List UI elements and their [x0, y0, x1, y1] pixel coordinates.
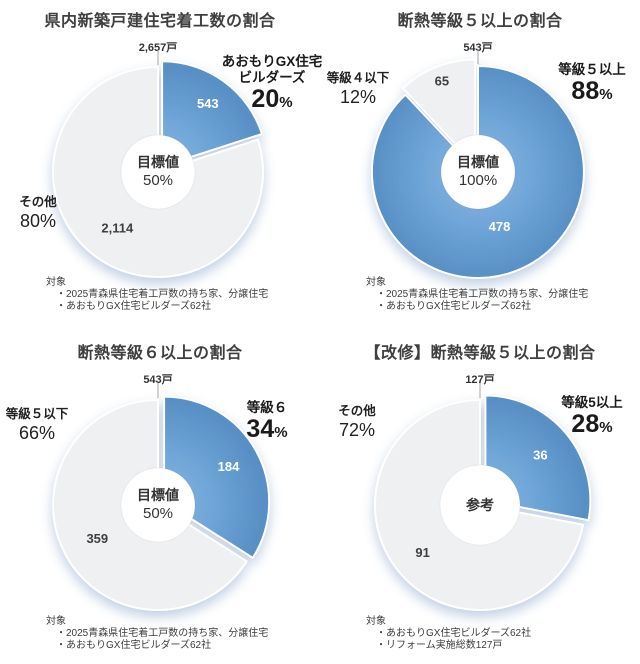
- footnote-items: ・あおもりGX住宅ビルダーズ62社 ・リフォーム実施総数127戸: [366, 628, 531, 652]
- chart-title: 県内新築戸建住宅着工数の割合: [44, 13, 276, 30]
- total-count-label: 127戸: [465, 374, 495, 386]
- footnote-item: ・2025青森県住宅着工戸数の持ち家、分譲住宅: [56, 289, 269, 300]
- slice-value-label: 91: [415, 545, 429, 560]
- slice-value-label: 2,114: [101, 221, 134, 236]
- callout-right: 等級６ 34%: [246, 400, 287, 444]
- chart-title: 【改修】断熱等級５以上の割合: [364, 345, 596, 362]
- footnote-items: ・2025青森県住宅着工戸数の持ち家、分譲住宅 ・あおもりGX住宅ビルダーズ62社: [366, 289, 588, 313]
- footnote: 対象 ・あおもりGX住宅ビルダーズ62社 ・リフォーム実施総数127戸: [366, 616, 531, 652]
- footnote-heading: 対象: [366, 277, 386, 288]
- callout-percent: 20%: [251, 85, 293, 114]
- callout-left: 等級４以下 12%: [327, 70, 390, 110]
- callout-percent-unit: %: [279, 94, 293, 112]
- footnote-heading: 対象: [46, 616, 66, 627]
- donut-chart: 478 65: [370, 49, 585, 279]
- callout-percent-unit: %: [274, 424, 288, 442]
- footnote-item: ・2025青森県住宅着工戸数の持ち家、分譲住宅: [56, 628, 269, 639]
- callout-series-name: ビルダーズ: [238, 70, 306, 86]
- callout-right: 等級５以上 88%: [558, 62, 626, 106]
- chart-title: 断熱等級６以上の割合: [77, 345, 243, 362]
- chart-quadrant-grade6-plus: 断熱等級６以上の割合 543戸 184 359 目標値 50% 等級６ 34% 等級５以下 66%…: [0, 332, 320, 664]
- callout-series-name: あおもりGX住宅: [221, 54, 323, 69]
- footnote-items: ・2025青森県住宅着工戸数の持ち家、分譲住宅 ・あおもりGX住宅ビルダーズ62社: [46, 628, 268, 652]
- callout-percent-unit: %: [599, 86, 613, 104]
- callout-percent: 28%: [571, 410, 613, 439]
- center-label-line: 目標値: [137, 154, 179, 171]
- chart-quadrant-renovation: 【改修】断熱等級５以上の割合 127戸 36 91 参考 等級5以上 28% その他 72% 対象…: [320, 332, 640, 664]
- callout-percent: 66%: [18, 423, 56, 444]
- center-label-line: 目標値: [137, 487, 179, 504]
- center-label-line: 目標値: [457, 154, 499, 171]
- chart-title: 断熱等級５以上の割合: [397, 13, 563, 30]
- chart-quadrant-grade5-plus: 断熱等級５以上の割合 543戸 478 65 目標値 100% 等級５以上 88% 等級４以下 1…: [320, 0, 640, 332]
- donut-hole: [120, 134, 196, 210]
- donut-chart: 184 359: [52, 383, 271, 611]
- slice-value-label: 36: [533, 448, 547, 463]
- footnote-item: ・あおもりGX住宅ビルダーズ62社: [56, 301, 212, 312]
- footnote-heading: 対象: [366, 616, 386, 627]
- callout-left: その他 72%: [338, 403, 376, 443]
- chart-quadrant-new-construction: 県内新築戸建住宅着工数の割合 2,657戸 543 2,114 目標値 50% あおもりGX…: [0, 0, 323, 332]
- donut-hole: [440, 134, 516, 210]
- footnote-items: ・2025青森県住宅着工戸数の持ち家、分譲住宅 ・あおもりGX住宅ビルダーズ62社: [46, 289, 268, 313]
- slice-value-label: 65: [435, 73, 449, 88]
- footnote-heading: 対象: [46, 277, 66, 288]
- footnote: 対象 ・2025青森県住宅着工戸数の持ち家、分譲住宅 ・あおもりGX住宅ビルダーズ6…: [46, 616, 268, 652]
- footnote-item: ・あおもりGX住宅ビルダーズ62社: [376, 301, 532, 312]
- center-label-line: 参考: [466, 496, 494, 513]
- callout-series-name: その他: [338, 404, 376, 418]
- callout-series-name: 等級５以上: [558, 62, 626, 77]
- footnote-item: ・あおもりGX住宅ビルダーズ62社: [376, 628, 532, 639]
- slice-value-label: 184: [218, 459, 240, 474]
- donut-hole: [439, 464, 521, 546]
- callout-series-name: 等級６: [246, 400, 288, 415]
- footnote-item: ・2025青森県住宅着工戸数の持ち家、分譲住宅: [376, 289, 589, 300]
- callout-series-name: 等級５以下: [5, 407, 69, 421]
- callout-right: あおもりGX住宅 ビルダーズ 20%: [222, 54, 323, 114]
- donut-center-label: 目標値 50%: [103, 153, 213, 191]
- callout-percent: 12%: [339, 87, 377, 108]
- callout-series-name: 等級5以上: [561, 395, 623, 410]
- pie-slice-gray: [401, 58, 477, 167]
- callout-percent: 72%: [338, 420, 376, 441]
- callout-left: その他 80%: [19, 194, 57, 234]
- total-count-label: 2,657戸: [138, 42, 178, 54]
- total-count-label: 543戸: [143, 374, 173, 386]
- callout-percent: 34%: [246, 415, 288, 444]
- callout-series-name: 等級４以下: [326, 71, 390, 85]
- pie-slice-blue: [161, 60, 263, 168]
- footnote: 対象 ・2025青森県住宅着工戸数の持ち家、分譲住宅 ・あおもりGX住宅ビルダーズ6…: [46, 277, 268, 313]
- callout-percent-unit: %: [599, 419, 613, 437]
- donut-center-label: 参考: [425, 496, 535, 514]
- center-label-line: 100%: [458, 172, 498, 190]
- callout-series-name: その他: [19, 195, 57, 209]
- donut-chart: 543 2,114: [52, 50, 265, 278]
- slice-value-label: 543: [197, 96, 219, 111]
- footnote-item: ・リフォーム実施総数127戸: [376, 640, 503, 651]
- slice-value-label: 359: [86, 531, 108, 546]
- center-label-line: 50%: [142, 172, 174, 190]
- total-count-label: 543戸: [463, 42, 493, 54]
- callout-percent: 80%: [19, 211, 57, 232]
- callout-left: 等級５以下 66%: [6, 406, 69, 446]
- donut-center-label: 目標値 50%: [103, 486, 213, 524]
- footnote-item: ・あおもりGX住宅ビルダーズ62社: [56, 640, 212, 651]
- callout-right: 等級5以上 28%: [561, 395, 623, 439]
- footnote: 対象 ・2025青森県住宅着工戸数の持ち家、分譲住宅 ・あおもりGX住宅ビルダーズ6…: [366, 277, 588, 313]
- slice-value-label: 478: [489, 219, 511, 234]
- center-label-line: 50%: [142, 505, 174, 523]
- donut-chart: 36 91: [374, 383, 592, 611]
- callout-percent: 88%: [571, 77, 613, 106]
- donut-hole: [120, 467, 196, 543]
- donut-center-label: 目標値 100%: [423, 153, 533, 191]
